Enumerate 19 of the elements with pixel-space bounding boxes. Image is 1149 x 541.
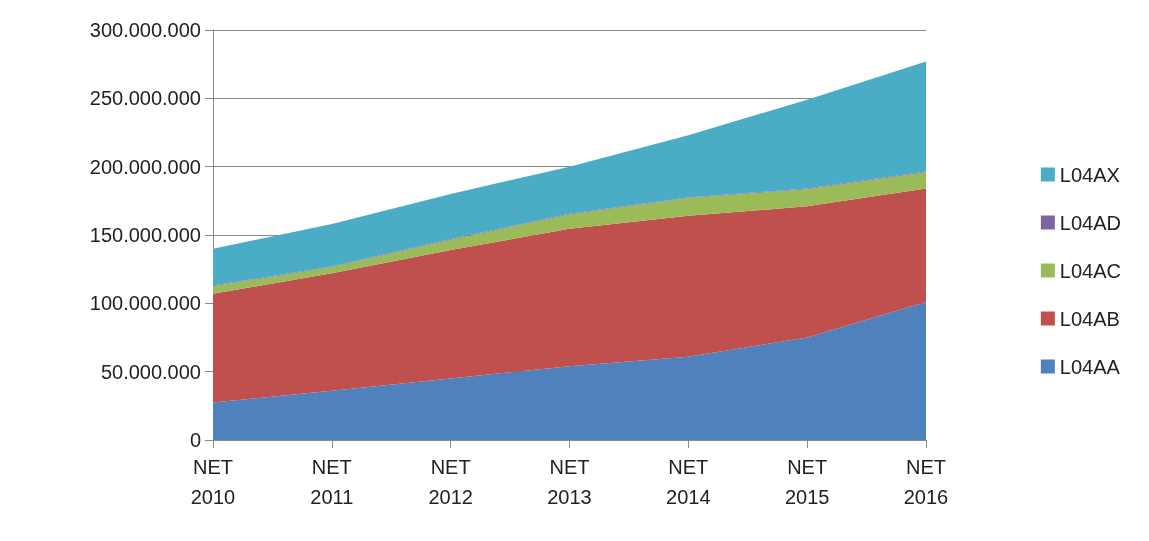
x-tick-label: NET 2011 [310, 456, 354, 508]
legend-label: L04AC [1059, 259, 1121, 282]
x-tick-label: NET 2015 [784, 456, 830, 508]
legend-label: L04AB [1059, 307, 1120, 330]
x-tick-label: NET 2010 [190, 456, 236, 508]
y-tick-label: 50.000.000 [100, 360, 201, 383]
x-tick-label: NET 2012 [428, 456, 473, 508]
y-tick-label: 200.000.000 [89, 155, 201, 178]
legend-label: L04AX [1059, 163, 1120, 186]
y-tick-label: 250.000.000 [89, 87, 201, 110]
x-tick-label: NET 2013 [547, 456, 592, 508]
legend-label: L04AD [1059, 211, 1121, 234]
y-tick-label: 150.000.000 [89, 224, 201, 246]
x-tick-label: NET 2016 [903, 456, 949, 508]
y-tick-label: 100.000.000 [89, 292, 201, 315]
x-tick-label: NET 2014 [666, 456, 711, 508]
legend-label: L04AA [1059, 355, 1121, 378]
y-tick-label: 300.000.000 [89, 19, 201, 41]
y-tick-label: 0 [189, 429, 201, 451]
